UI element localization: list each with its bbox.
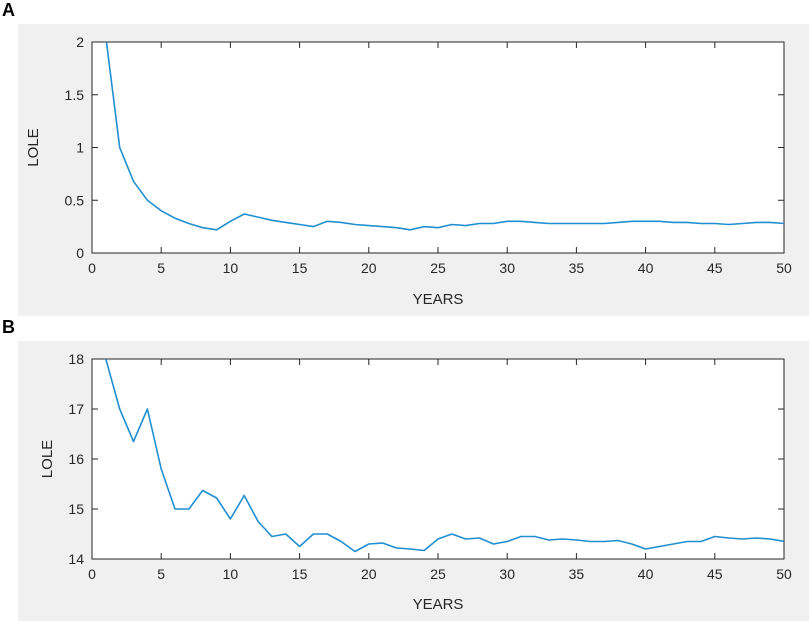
chart-b-x-tick-label: 30 [499, 566, 515, 582]
chart-b-x-tick-label: 5 [157, 566, 165, 582]
chart-b-x-tick-label: 0 [88, 566, 96, 582]
chart-b-x-tick-label: 45 [707, 566, 723, 582]
chart-a-series-line [105, 42, 784, 231]
chart-b-series-line [105, 359, 784, 553]
chart-a-x-tick-label: 50 [776, 260, 792, 276]
chart-b-y-tick-label: 16 [68, 451, 84, 467]
chart-b-x-tick-label: 25 [430, 566, 446, 582]
chart-a-x-tick-label: 30 [499, 260, 515, 276]
chart-b-y-tick-label: 14 [68, 551, 84, 567]
chart-a-plot-area [91, 41, 785, 254]
panel-letter-a: A [2, 0, 15, 20]
chart-b-x-tick-label: 15 [292, 566, 308, 582]
chart-a: 0 5 10 15 20 25 30 35 40 45 50 0 0.5 1 1.5 2 YEARS LOLE [25, 34, 792, 308]
chart-a-y-axis-label: LOLE [25, 128, 42, 166]
chart-b-x-tick-label: 35 [569, 566, 585, 582]
chart-b-y-tick-label: 18 [68, 351, 84, 367]
chart-a-x-tick-label: 5 [157, 260, 165, 276]
chart-a-x-tick-label: 45 [707, 260, 723, 276]
chart-b-y-tick-label: 15 [68, 501, 84, 517]
chart-b-x-tick-label: 50 [776, 566, 792, 582]
chart-b: 0 5 10 15 20 25 30 35 40 45 50 14 15 16 17 18 YEARS LOLE [39, 351, 792, 613]
chart-a-y-tick-label: 1.5 [65, 87, 85, 103]
chart-a-x-tick-label: 25 [430, 260, 446, 276]
chart-b-x-tick-label: 20 [361, 566, 377, 582]
chart-a-x-tick-label: 35 [569, 260, 585, 276]
panel-letter-b: B [2, 317, 15, 337]
chart-a-x-axis-label: YEARS [413, 291, 464, 308]
chart-b-x-tick-label: 10 [223, 566, 239, 582]
chart-a-x-tick-label: 10 [223, 260, 239, 276]
chart-b-y-tick-label: 17 [68, 401, 84, 417]
chart-b-y-axis-label: LOLE [39, 440, 56, 478]
chart-a-y-tick-label: 1 [76, 140, 84, 156]
chart-a-x-tick-label: 0 [88, 260, 96, 276]
chart-a-x-tick-label: 20 [361, 260, 377, 276]
chart-a-x-tick-label: 15 [292, 260, 308, 276]
chart-a-y-tick-label: 2 [76, 34, 84, 50]
chart-b-x-tick-label: 40 [638, 566, 654, 582]
chart-a-y-tick-label: 0.5 [65, 192, 85, 208]
chart-b-plot-area [91, 358, 785, 560]
chart-a-y-tick-label: 0 [76, 245, 84, 261]
chart-a-x-tick-label: 40 [638, 260, 654, 276]
chart-b-x-axis-label: YEARS [413, 596, 464, 613]
